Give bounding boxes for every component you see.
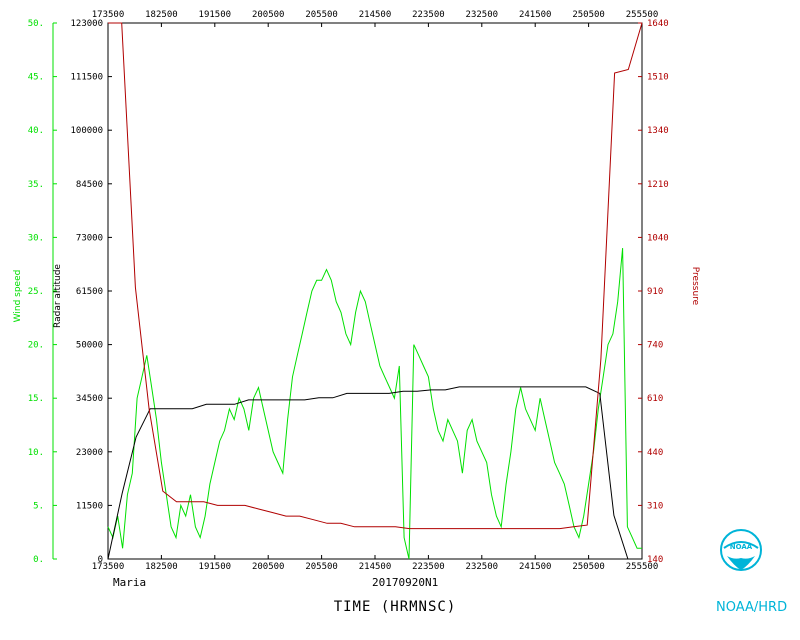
wind-tick-label: 40.: [28, 126, 44, 136]
wind-tick-label: 5.: [33, 501, 44, 511]
altitude-tick-label: 111500: [70, 73, 103, 83]
wind-tick-label: 50.: [28, 19, 44, 29]
radar-altitude-line: [107, 386, 642, 560]
x-tick-label: 223500: [412, 562, 445, 572]
altitude-tick-label: 61500: [76, 287, 103, 297]
x-tick-label-top: 250500: [572, 10, 605, 20]
x-tick-label-top: 191500: [199, 10, 232, 20]
pressure-tick-label: 740: [647, 341, 663, 351]
x-tick-label-top: 241500: [519, 10, 552, 20]
wind-axis-title: Wind speed: [13, 270, 23, 323]
svg-text:NOAA: NOAA: [730, 543, 753, 551]
x-tick-label: 250500: [572, 562, 605, 572]
wind-tick-label: 45.: [28, 73, 44, 83]
noaa-logo: NOAA: [720, 529, 762, 571]
x-tick-label: 232500: [466, 562, 499, 572]
pressure-tick-label: 1510: [647, 73, 669, 83]
pressure-tick-label: 1210: [647, 180, 669, 190]
altitude-tick-label: 0: [98, 555, 103, 565]
pressure-tick-label: 140: [647, 555, 663, 565]
wind-tick-label: 25.: [28, 287, 44, 297]
x-tick-label-top: 232500: [466, 10, 499, 20]
x-tick-label: 182500: [145, 562, 178, 572]
x-tick-label: 191500: [199, 562, 232, 572]
x-tick-label: 241500: [519, 562, 552, 572]
pressure-tick-label: 1040: [647, 233, 669, 243]
storm-name: Maria: [113, 576, 146, 589]
wind-tick-label: 0.: [33, 555, 44, 565]
wind-tick-label: 20.: [28, 341, 44, 351]
x-tick-label: 200500: [252, 562, 285, 572]
wind-tick-label: 15.: [28, 394, 44, 404]
altitude-tick-label: 50000: [76, 341, 103, 351]
x-tick-label: 255500: [626, 562, 659, 572]
altitude-axis: 123000 111500 100000 84500 73000 61500 50000 34…: [70, 19, 112, 565]
series-group: [107, 22, 643, 560]
x-tick-label: 205500: [305, 562, 338, 572]
x-axis: 173500 173500 182500 182500 191500 191500 2005…: [92, 10, 659, 572]
wind-axis: 50. 45. 40. 35. 30. 25. 20. 15. 10. 5. 0.: [28, 19, 57, 565]
x-axis-title: TIME (HRMNSC): [334, 599, 457, 615]
pressure-tick-label: 1340: [647, 126, 669, 136]
x-tick-label-top: 255500: [626, 10, 659, 20]
noaa-label: NOAA/HRD: [716, 600, 787, 615]
altitude-tick-label: 123000: [70, 19, 103, 29]
wind-speed-line: [107, 248, 642, 560]
x-tick-label-top: 214500: [359, 10, 392, 20]
altitude-tick-label: 84500: [76, 180, 103, 190]
x-tick-label-top: 223500: [412, 10, 445, 20]
altitude-axis-title: Radar altitude: [53, 264, 63, 328]
x-tick-label-top: 182500: [145, 10, 178, 20]
altitude-tick-label: 11500: [76, 501, 103, 511]
x-tick-label: 214500: [359, 562, 392, 572]
pressure-tick-label: 610: [647, 394, 663, 404]
pressure-tick-label: 1640: [647, 19, 669, 29]
pressure-axis-title: Pressure: [690, 267, 700, 306]
x-tick-label: 173500: [92, 562, 125, 572]
wind-tick-label: 35.: [28, 180, 44, 190]
flight-id: 20170920N1: [372, 576, 438, 589]
altitude-tick-label: 100000: [70, 126, 103, 136]
altitude-tick-label: 73000: [76, 233, 103, 243]
altitude-tick-label: 34500: [76, 394, 103, 404]
pressure-line: [108, 22, 643, 530]
x-tick-label-top: 200500: [252, 10, 285, 20]
pressure-tick-label: 440: [647, 448, 663, 458]
wind-tick-label: 30.: [28, 233, 44, 243]
x-tick-label-top: 205500: [305, 10, 338, 20]
pressure-axis: 1640 1510 1340 1210 1040 910 740 610 440 310 140: [638, 19, 669, 565]
wind-tick-label: 10.: [28, 448, 44, 458]
pressure-tick-label: 910: [647, 287, 663, 297]
altitude-tick-label: 23000: [76, 448, 103, 458]
pressure-tick-label: 310: [647, 501, 663, 511]
x-tick-label-top: 173500: [92, 10, 125, 20]
